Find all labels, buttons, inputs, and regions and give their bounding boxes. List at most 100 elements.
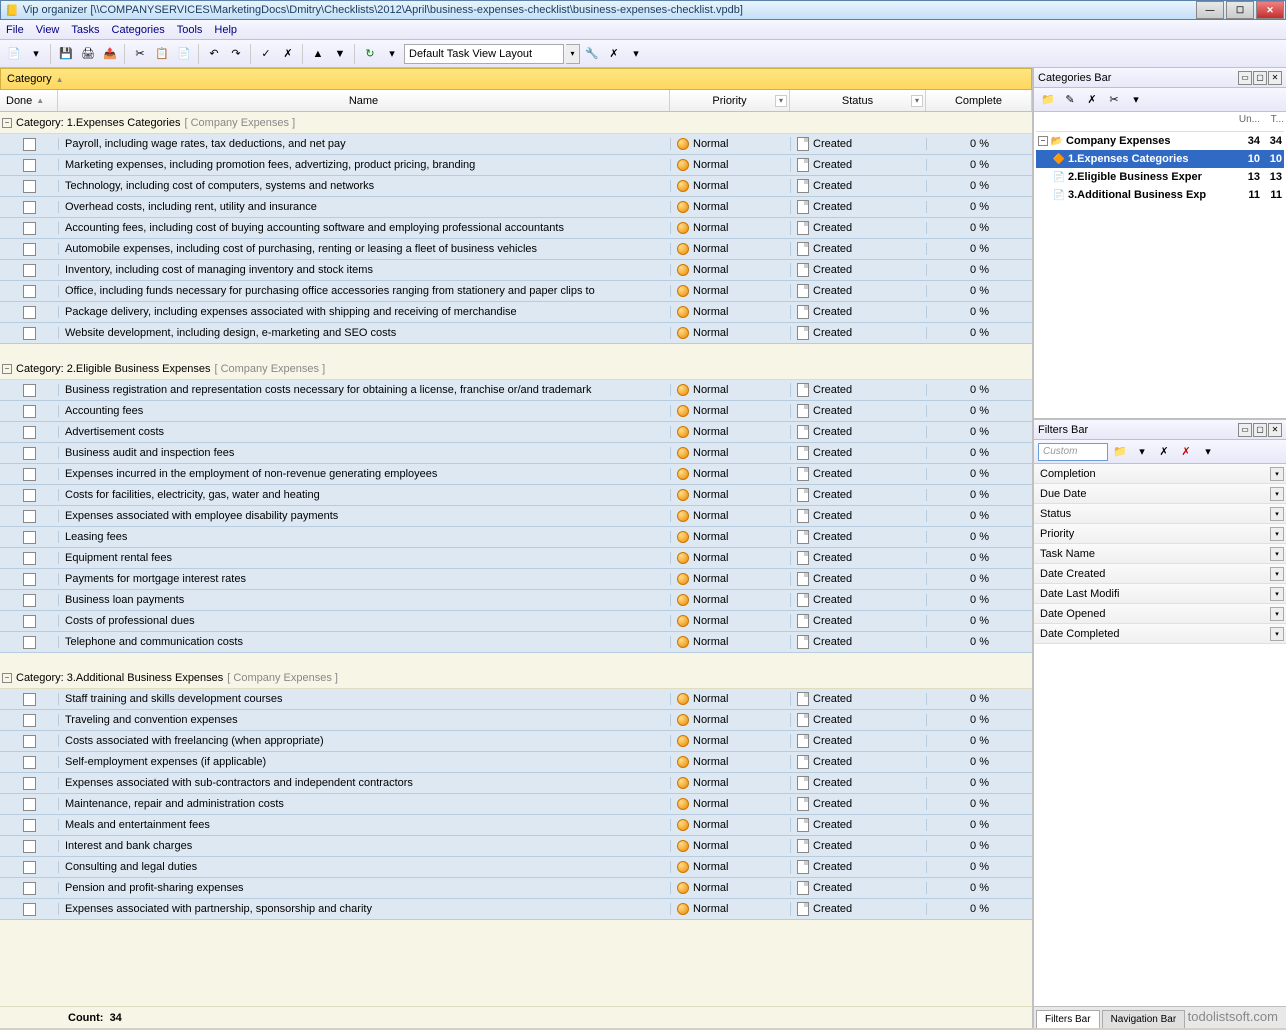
checkbox[interactable] (23, 798, 36, 811)
task-row[interactable]: Meals and entertainment feesNormalCreate… (0, 815, 1032, 836)
paste-icon[interactable]: 📄 (174, 44, 194, 64)
task-row[interactable]: Costs associated with freelancing (when … (0, 731, 1032, 752)
new-icon[interactable]: 📄 (4, 44, 24, 64)
tool-a-icon[interactable]: 🔧 (582, 44, 602, 64)
task-row[interactable]: Expenses incurred in the employment of n… (0, 464, 1032, 485)
task-row[interactable]: Accounting fees, including cost of buyin… (0, 218, 1032, 239)
task-row[interactable]: Business loan paymentsNormalCreated0 % (0, 590, 1032, 611)
checkbox[interactable] (23, 510, 36, 523)
panel-pin-icon[interactable]: ▢ (1253, 423, 1267, 437)
filter-field[interactable]: Date Last Modifi▾ (1034, 584, 1286, 604)
filter-custom-input[interactable]: Custom (1038, 443, 1108, 461)
task-row[interactable]: Office, including funds necessary for pu… (0, 281, 1032, 302)
filter-add-icon[interactable]: 📁 (1110, 442, 1130, 462)
dropdown2-icon[interactable]: ▾ (382, 44, 402, 64)
checkbox[interactable] (23, 222, 36, 235)
filter-icon[interactable]: ▾ (911, 95, 923, 107)
task-row[interactable]: Accounting feesNormalCreated0 % (0, 401, 1032, 422)
task-row[interactable]: Pension and profit-sharing expensesNorma… (0, 878, 1032, 899)
task-row[interactable]: Payments for mortgage interest ratesNorm… (0, 569, 1032, 590)
task-row[interactable]: Advertisement costsNormalCreated0 % (0, 422, 1032, 443)
task-row[interactable]: Leasing feesNormalCreated0 % (0, 527, 1032, 548)
checkbox[interactable] (23, 615, 36, 628)
task-row[interactable]: Payroll, including wage rates, tax deduc… (0, 134, 1032, 155)
cat-cut-icon[interactable]: ✂ (1104, 90, 1124, 110)
panel-menu-icon[interactable]: ▭ (1238, 423, 1252, 437)
tool-c-icon[interactable]: ▾ (626, 44, 646, 64)
cut-icon[interactable]: ✂ (130, 44, 150, 64)
task-row[interactable]: Telephone and communication costsNormalC… (0, 632, 1032, 653)
checkbox[interactable] (23, 180, 36, 193)
task-row[interactable]: Staff training and skills development co… (0, 689, 1032, 710)
col-complete[interactable]: Complete (926, 90, 1032, 111)
tab-filters-bar[interactable]: Filters Bar (1036, 1010, 1100, 1028)
filter-field[interactable]: Status▾ (1034, 504, 1286, 524)
task-row[interactable]: Maintenance, repair and administration c… (0, 794, 1032, 815)
task-row[interactable]: Consulting and legal dutiesNormalCreated… (0, 857, 1032, 878)
checkbox[interactable] (23, 531, 36, 544)
category-row[interactable]: −Category: 2.Eligible Business Expenses[… (0, 358, 1032, 380)
filter-field[interactable]: Date Completed▾ (1034, 624, 1286, 644)
dropdown-icon[interactable]: ▾ (1270, 467, 1284, 481)
checkbox[interactable] (23, 201, 36, 214)
panel-close-icon[interactable]: ✕ (1268, 71, 1282, 85)
delete-icon[interactable]: ✗ (278, 44, 298, 64)
checkbox[interactable] (23, 714, 36, 727)
menu-file[interactable]: File (6, 24, 24, 36)
cat-new-icon[interactable]: 📁 (1038, 90, 1058, 110)
checkbox[interactable] (23, 405, 36, 418)
task-row[interactable]: Self-employment expenses (if applicable)… (0, 752, 1032, 773)
menu-help[interactable]: Help (214, 24, 237, 36)
up-icon[interactable]: ▲ (308, 44, 328, 64)
dropdown-icon[interactable]: ▾ (1270, 607, 1284, 621)
group-header[interactable]: Category ▲ (0, 68, 1032, 90)
close-button[interactable]: ✕ (1256, 1, 1284, 19)
task-row[interactable]: Marketing expenses, including promotion … (0, 155, 1032, 176)
task-row[interactable]: Automobile expenses, including cost of p… (0, 239, 1032, 260)
undo-icon[interactable]: ↶ (204, 44, 224, 64)
collapse-icon[interactable]: − (1038, 136, 1048, 146)
col-name[interactable]: Name (58, 90, 670, 111)
tree-item[interactable]: 🔶1.Expenses Categories1010 (1036, 150, 1284, 168)
task-row[interactable]: Overhead costs, including rent, utility … (0, 197, 1032, 218)
checkbox[interactable] (23, 573, 36, 586)
filter-clear-icon[interactable]: ✗ (1154, 442, 1174, 462)
dropdown-icon[interactable]: ▾ (1270, 567, 1284, 581)
menu-tools[interactable]: Tools (177, 24, 203, 36)
menu-categories[interactable]: Categories (112, 24, 165, 36)
filter-field[interactable]: Date Opened▾ (1034, 604, 1286, 624)
down-icon[interactable]: ▼ (330, 44, 350, 64)
checkbox[interactable] (23, 264, 36, 277)
layout-dropdown-arrow[interactable]: ▾ (566, 44, 580, 64)
col-status[interactable]: Status▾ (790, 90, 926, 111)
checkbox[interactable] (23, 636, 36, 649)
export-icon[interactable]: 📤 (100, 44, 120, 64)
checkbox[interactable] (23, 384, 36, 397)
checkbox[interactable] (23, 306, 36, 319)
cat-edit-icon[interactable]: ✎ (1060, 90, 1080, 110)
filter-field[interactable]: Due Date▾ (1034, 484, 1286, 504)
checkbox[interactable] (23, 756, 36, 769)
panel-pin-icon[interactable]: ▢ (1253, 71, 1267, 85)
task-row[interactable]: Traveling and convention expensesNormalC… (0, 710, 1032, 731)
checkbox[interactable] (23, 159, 36, 172)
category-row[interactable]: −Category: 3.Additional Business Expense… (0, 667, 1032, 689)
print-icon[interactable]: 🖨 (78, 44, 98, 64)
task-row[interactable]: Expenses associated with partnership, sp… (0, 899, 1032, 920)
redo-icon[interactable]: ↷ (226, 44, 246, 64)
tree-item[interactable]: 📄2.Eligible Business Exper1313 (1036, 168, 1284, 186)
task-row[interactable]: Business audit and inspection feesNormal… (0, 443, 1032, 464)
filter-field[interactable]: Task Name▾ (1034, 544, 1286, 564)
copy-icon[interactable]: 📋 (152, 44, 172, 64)
checkbox[interactable] (23, 903, 36, 916)
task-row[interactable]: Costs of professional duesNormalCreated0… (0, 611, 1032, 632)
task-row[interactable]: Expenses associated with sub-contractors… (0, 773, 1032, 794)
layout-dropdown[interactable]: Default Task View Layout (404, 44, 564, 64)
task-row[interactable]: Package delivery, including expenses ass… (0, 302, 1032, 323)
checkbox[interactable] (23, 468, 36, 481)
task-row[interactable]: Technology, including cost of computers,… (0, 176, 1032, 197)
dropdown-icon[interactable]: ▾ (1270, 627, 1284, 641)
task-row[interactable]: Website development, including design, e… (0, 323, 1032, 344)
tool-b-icon[interactable]: ✗ (604, 44, 624, 64)
checkbox[interactable] (23, 552, 36, 565)
